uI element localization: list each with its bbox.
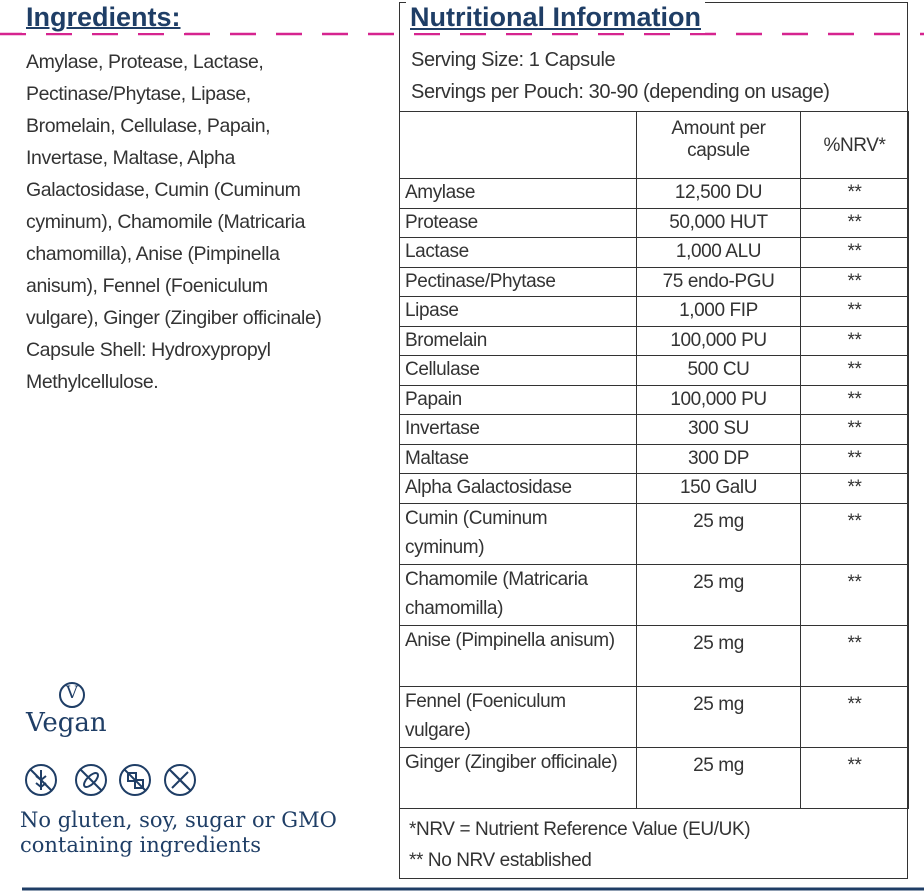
header-cell: Amount per capsule — [636, 111, 801, 179]
cell-name: Protease — [399, 207, 637, 238]
cell-nrv: ** — [800, 443, 909, 474]
cell-nrv: ** — [800, 502, 909, 565]
cell-name: Amylase — [399, 178, 637, 209]
footnote: ** No NRV established — [409, 850, 592, 871]
ingredient-line: vulgare), Ginger (Zingiber officinale) — [26, 307, 322, 329]
cell-amount: 25 mg — [636, 502, 801, 565]
vegan-badge: V — [65, 683, 79, 703]
vegan-circle — [59, 682, 85, 708]
cell-amount: 100,000 PU — [636, 384, 801, 415]
cell-name: Ginger (Zingiber officinale) — [399, 746, 637, 809]
cell-amount: 300 SU — [636, 414, 801, 445]
serving-info: Serving Size: 1 Capsule Servings per Pou… — [411, 44, 830, 108]
cell-nrv: ** — [800, 414, 909, 445]
nutrition-row: Chamomile (Matricaria chamomilla) 25 mg ** — [399, 563, 909, 626]
free-from-line: containing ingredients — [20, 833, 261, 857]
nutrition-row: Alpha Galactosidase 150 GalU ** — [399, 473, 909, 504]
cell-nrv: ** — [800, 473, 909, 504]
ingredients-title: Ingredients: — [22, 2, 185, 33]
ingredient-line: Bromelain, Cellulase, Papain, — [26, 115, 271, 137]
cell-name: Bromelain — [399, 325, 637, 356]
nutrition-row: Fennel (Foeniculum vulgare) 25 mg ** — [399, 685, 909, 748]
ingredient-line: anisum), Fennel (Foeniculum — [26, 275, 268, 297]
cell-amount: 150 GalU — [636, 473, 801, 504]
cell-amount: 12,500 DU — [636, 178, 801, 209]
nutrition-row: Anise (Pimpinella anisum) 25 mg ** — [399, 624, 909, 687]
cell-name: Lactase — [399, 237, 637, 268]
cell-name: Lipase — [399, 296, 637, 327]
cell-nrv: ** — [800, 266, 909, 297]
nutrition-title: Nutritional Information — [406, 2, 705, 33]
ingredient-line: Galactosidase, Cumin (Cuminum — [26, 179, 301, 201]
servings: Servings per Pouch: 30-90 (depending on … — [411, 81, 830, 103]
cell-amount: 500 CU — [636, 355, 801, 386]
nutrition-row: Maltase 300 DP ** — [399, 443, 909, 474]
cell-nrv: ** — [800, 325, 909, 356]
serving-size: Serving Size: 1 Capsule — [411, 49, 616, 71]
nutrition-row: Lactase 1,000 ALU ** — [399, 237, 909, 268]
cell-amount: 25 mg — [636, 746, 801, 809]
nutrition-row: Cumin (Cuminum cyminum) 25 mg ** — [399, 502, 909, 565]
nutrition-row: Pectinase/Phytase 75 endo-PGU ** — [399, 266, 909, 297]
nutrition-row: Ginger (Zingiber officinale) 25 mg ** — [399, 746, 909, 809]
cell-amount: 300 DP — [636, 443, 801, 474]
cell-nrv: ** — [800, 685, 909, 748]
header-row: Amount per capsule %NRV* — [399, 111, 909, 179]
nutrition-row: Lipase 1,000 FIP ** — [399, 296, 909, 327]
nutrition-row: Cellulase 500 CU ** — [399, 355, 909, 386]
header-cell: %NRV* — [800, 111, 909, 179]
cell-nrv: ** — [800, 178, 909, 209]
footnotes: *NRV = Nutrient Reference Value (EU/UK) … — [409, 814, 751, 876]
cell-amount: 1,000 ALU — [636, 237, 801, 268]
free-from: No gluten, soy, sugar or GMO containing … — [20, 808, 337, 858]
cell-nrv: ** — [800, 563, 909, 626]
cell-amount: 1,000 FIP — [636, 296, 801, 327]
cell-amount: 75 endo-PGU — [636, 266, 801, 297]
cell-amount: 100,000 PU — [636, 325, 801, 356]
nutrition-row: Papain 100,000 PU ** — [399, 384, 909, 415]
cell-name: Invertase — [399, 414, 637, 445]
cell-name: Cellulase — [399, 355, 637, 386]
ingredient-line: Pectinase/Phytase, Lipase, — [26, 83, 251, 105]
ingredient-line: Capsule Shell: Hydroxypropyl — [26, 339, 271, 361]
cell-name: Cumin (Cuminum cyminum) — [399, 502, 637, 565]
cell-amount: 25 mg — [636, 563, 801, 626]
ingredients-list: Amylase, Protease, Lactase, Pectinase/Phy… — [26, 46, 322, 398]
cell-name: Chamomile (Matricaria chamomilla) — [399, 563, 637, 626]
free-from-icons — [25, 764, 196, 796]
ingredient-line: Amylase, Protease, Lactase, — [26, 51, 264, 73]
cell-amount: 25 mg — [636, 685, 801, 748]
cell-amount: 50,000 HUT — [636, 207, 801, 238]
nutrition-table: Amount per capsule %NRV* Amylase 12,500 DU *… — [399, 111, 909, 809]
ingredient-line: Methylcellulose. — [26, 371, 159, 393]
cell-name: Pectinase/Phytase — [399, 266, 637, 297]
vegan-label: Vegan — [26, 708, 107, 738]
nutrition-row: Protease 50,000 HUT ** — [399, 207, 909, 238]
cell-nrv: ** — [800, 384, 909, 415]
nutrition-row: Invertase 300 SU ** — [399, 414, 909, 445]
cell-name: Papain — [399, 384, 637, 415]
footnote: *NRV = Nutrient Reference Value (EU/UK) — [409, 819, 751, 840]
cell-nrv: ** — [800, 746, 909, 809]
cell-nrv: ** — [800, 624, 909, 687]
cell-nrv: ** — [800, 207, 909, 238]
nutrition-row: Amylase 12,500 DU ** — [399, 178, 909, 209]
cell-name: Fennel (Foeniculum vulgare) — [399, 685, 637, 748]
ingredient-line: Invertase, Maltase, Alpha — [26, 147, 235, 169]
cell-name: Alpha Galactosidase — [399, 473, 637, 504]
cell-amount: 25 mg — [636, 624, 801, 687]
cell-name: Anise (Pimpinella anisum) — [399, 624, 637, 687]
nutrition-row: Bromelain 100,000 PU ** — [399, 325, 909, 356]
cell-name: Maltase — [399, 443, 637, 474]
ingredient-line: chamomilla), Anise (Pimpinella — [26, 243, 280, 265]
cell-nrv: ** — [800, 355, 909, 386]
free-from-line: No gluten, soy, sugar or GMO — [20, 808, 337, 832]
header-cell — [399, 111, 637, 179]
cell-nrv: ** — [800, 237, 909, 268]
ingredient-line: cyminum), Chamomile (Matricaria — [26, 211, 306, 233]
cell-nrv: ** — [800, 296, 909, 327]
